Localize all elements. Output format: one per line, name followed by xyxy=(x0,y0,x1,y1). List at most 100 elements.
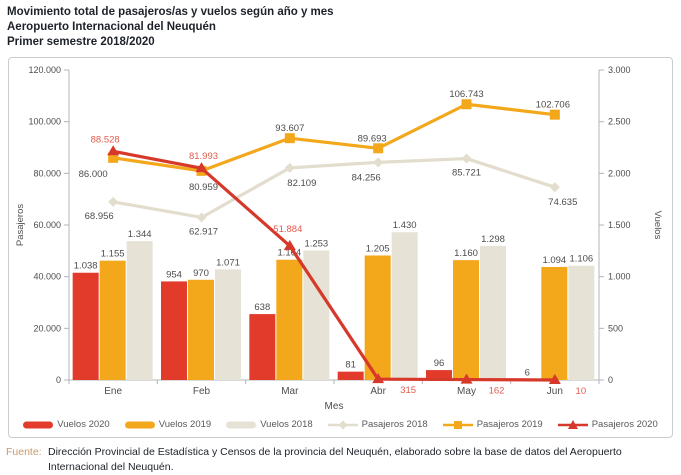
bar-label: 1.094 xyxy=(542,254,566,265)
point-label: 10 xyxy=(576,385,587,396)
point-label: 162 xyxy=(489,385,505,396)
month-label: Mar xyxy=(281,386,299,397)
bar-vuelos-2019-abr xyxy=(364,254,391,380)
swatch-rect xyxy=(124,421,155,429)
chart-title-line1: Movimiento total de pasajeros/as y vuelo… xyxy=(7,6,334,18)
source-label: Fuente: xyxy=(6,445,42,458)
marker-triangle xyxy=(372,372,385,383)
point-label: 102.706 xyxy=(536,99,570,110)
bar-vuelos-2018-may xyxy=(480,245,506,380)
legend-item-vuelos-2018: Vuelos 2018 xyxy=(226,419,313,431)
point-label: 315 xyxy=(400,385,416,396)
legend-item-pasajeros-2019: Pasajeros 2019 xyxy=(442,419,543,431)
point-label: 82.109 xyxy=(287,177,316,188)
legend-item-pasajeros-2018: Pasajeros 2018 xyxy=(327,419,428,431)
legend-label: Pasajeros 2018 xyxy=(361,419,428,431)
y-right-tick-label: 1.500 xyxy=(608,220,631,230)
bar-vuelos-2020-may xyxy=(426,369,452,380)
bar-vuelos-2020-abr xyxy=(337,371,364,380)
swatch-diamond xyxy=(338,420,348,430)
swatch-square xyxy=(453,420,462,429)
swatch-rect xyxy=(23,421,54,429)
y-left-tick-label: 0 xyxy=(56,375,61,385)
bar-vuelos-2020-feb xyxy=(161,280,187,380)
y-left-tick-label: 60.000 xyxy=(33,220,61,230)
marker-square xyxy=(461,98,472,109)
bar-label: 1.155 xyxy=(101,248,125,259)
y-left-tick-label: 80.000 xyxy=(33,168,61,178)
source-footer: Fuente: Dirección Provincial de Estadíst… xyxy=(0,438,681,475)
source-text: Dirección Provincial de Estadística y Ce… xyxy=(48,445,622,473)
point-label: 89.693 xyxy=(358,133,387,144)
chart-panel: 0 20.000 40.000 60.000 80.000 100.000 120.000 0… xyxy=(8,56,673,438)
marker-diamond xyxy=(461,153,472,164)
y-right-tick-label: 2.500 xyxy=(608,116,631,126)
bar-vuelos-2019-mar xyxy=(276,259,303,380)
bar-vuelos-2018-jun xyxy=(568,265,595,380)
point-label: 106.743 xyxy=(449,89,483,100)
marker-square xyxy=(284,132,295,143)
point-label: 85.721 xyxy=(452,167,481,178)
legend-label: Vuelos 2019 xyxy=(158,419,212,431)
chart-title-block: Movimiento total de pasajeros/as y vuelo… xyxy=(0,0,681,55)
legend-label: Pasajeros 2020 xyxy=(591,419,658,431)
bar-label: 1.160 xyxy=(454,248,478,259)
legend-line-swatch-icon xyxy=(557,419,588,429)
bar-label: 638 xyxy=(254,302,270,313)
chart-svg: 0 20.000 40.000 60.000 80.000 100.000 120.000 0… xyxy=(15,65,663,412)
marker-triangle xyxy=(283,239,296,250)
legend-bar-swatch-icon xyxy=(226,421,257,429)
point-label: 93.607 xyxy=(275,123,304,134)
legend-label: Vuelos 2020 xyxy=(57,419,110,431)
y-axis-title-left: Pasajeros xyxy=(15,203,26,245)
bar-label: 1.164 xyxy=(277,247,301,258)
bar-vuelos-2019-ene xyxy=(99,260,126,380)
y-left-tick-label: 100.000 xyxy=(28,116,61,126)
bar-vuelos-2018-feb xyxy=(215,268,241,380)
point-label: 81.993 xyxy=(189,151,218,162)
bar-label: 1.253 xyxy=(304,238,328,249)
chart-title-line3: Primer semestre 2018/2020 xyxy=(7,36,155,49)
swatch-triangle xyxy=(567,419,578,429)
line-pasajeros-2020 xyxy=(112,149,555,382)
y-right-tick-label: 2.000 xyxy=(608,168,631,178)
bar-vuelos-2018-ene xyxy=(126,240,153,380)
legend-bar-swatch-icon xyxy=(23,421,54,429)
point-label: 68.956 xyxy=(85,210,114,221)
y-right-tick-label: 3.000 xyxy=(608,65,631,75)
line-pasajeros-2018 xyxy=(112,156,556,219)
bar-vuelos-2019-may xyxy=(453,259,479,380)
month-label: May xyxy=(457,386,476,397)
month-label: Ene xyxy=(104,386,122,397)
bar-vuelos-2019-jun xyxy=(541,266,568,380)
bar-label: 1.106 xyxy=(569,253,593,264)
bar-label: 6 xyxy=(525,367,530,378)
point-label: 88.528 xyxy=(91,134,120,145)
marker-square xyxy=(373,142,384,153)
point-label: 74.635 xyxy=(548,197,577,208)
y-left-tick-label: 120.000 xyxy=(28,65,61,75)
month-label: Feb xyxy=(193,386,211,397)
point-label: 80.959 xyxy=(189,181,218,192)
marker-triangle xyxy=(548,373,561,384)
bar-label: 954 xyxy=(166,269,182,280)
legend-label: Vuelos 2018 xyxy=(260,419,313,431)
swatch-rect xyxy=(226,421,257,429)
bar-label: 81 xyxy=(345,359,356,370)
y-axis-title-right: Vuelos xyxy=(652,210,663,239)
line-pasajeros-2019 xyxy=(112,102,556,172)
legend-line-swatch-icon xyxy=(442,420,473,429)
marker-diamond xyxy=(196,211,207,222)
bar-vuelos-2020-ene xyxy=(72,272,99,380)
legend-item-pasajeros-2020: Pasajeros 2020 xyxy=(557,419,658,431)
bar-label: 1.430 xyxy=(393,220,417,231)
chart-plot-area: 0 20.000 40.000 60.000 80.000 100.000 120.000 0… xyxy=(11,62,670,419)
month-label: Abr xyxy=(370,386,386,397)
marker-diamond xyxy=(373,156,384,167)
month-label: Jun xyxy=(547,386,563,397)
y-left-tick-label: 20.000 xyxy=(33,323,61,333)
bar-label: 1.071 xyxy=(216,257,240,268)
point-label: 62.917 xyxy=(189,226,218,237)
marker-triangle xyxy=(107,144,120,155)
